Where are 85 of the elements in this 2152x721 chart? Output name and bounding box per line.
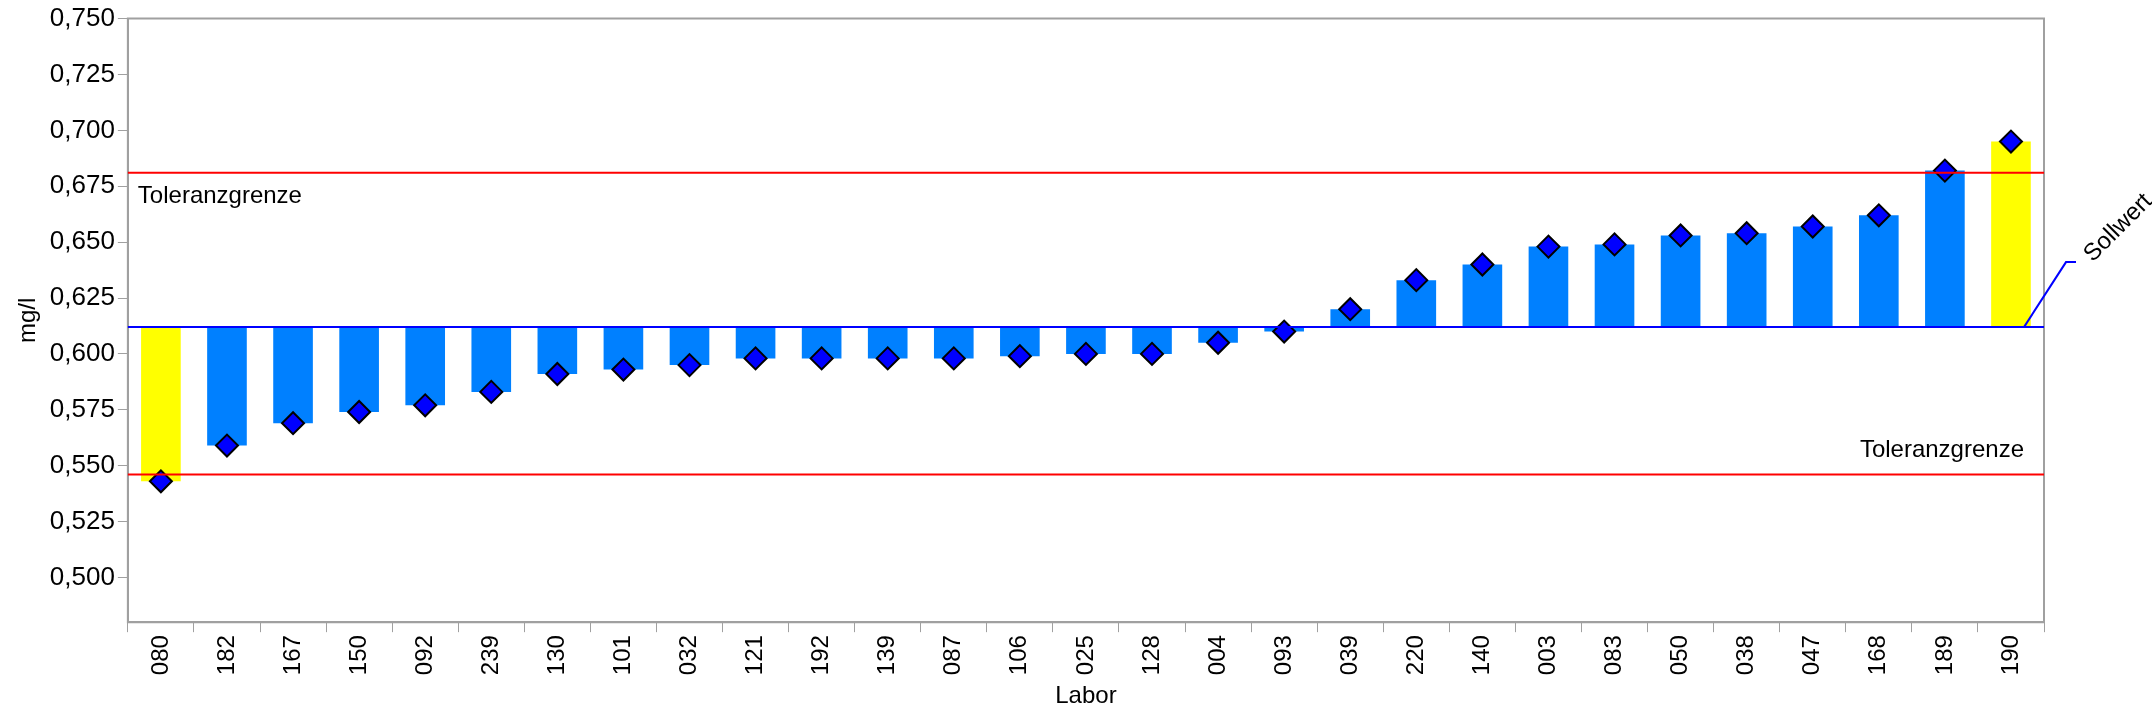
point: [1206, 330, 1231, 355]
point: [148, 469, 173, 494]
bar: [1858, 215, 1899, 328]
x-tick-label: 080: [145, 635, 173, 676]
ref-line-label: Toleranzgrenze: [1859, 435, 2024, 463]
point: [1338, 297, 1363, 322]
y-tick-label: 0,700: [49, 113, 115, 144]
point: [611, 357, 636, 382]
y-tick-label: 0,675: [49, 169, 115, 200]
point: [281, 411, 306, 436]
x-tick-label: 121: [740, 635, 768, 676]
x-tick-label: 093: [1268, 635, 1296, 676]
y-tick-label: 0,600: [49, 337, 115, 368]
point: [809, 346, 834, 371]
x-tick-label: 004: [1202, 635, 1230, 676]
x-tick-label: 047: [1797, 635, 1825, 676]
point: [1998, 129, 2023, 154]
x-tick-label: 140: [1467, 635, 1494, 676]
ref-line-label: Toleranzgrenze: [137, 181, 302, 209]
point: [347, 400, 372, 425]
y-tick-label: 0,550: [49, 448, 115, 479]
x-tick-label: 189: [1929, 635, 1957, 676]
point: [743, 346, 768, 371]
y-tick-label: 0,650: [49, 225, 115, 256]
bar: [141, 327, 181, 482]
x-tick-label: 087: [938, 635, 966, 676]
x-tick-label: 167: [277, 635, 305, 676]
point: [214, 433, 239, 458]
x-tick-label: 168: [1863, 635, 1891, 676]
x-tick-label: 106: [1004, 635, 1032, 676]
point: [479, 379, 504, 404]
x-tick-label: 039: [1334, 635, 1362, 676]
point: [1668, 223, 1693, 248]
point: [1404, 268, 1429, 293]
y-axis-title: mg/l: [13, 297, 41, 344]
point: [1272, 319, 1297, 344]
point: [677, 353, 702, 378]
bar: [339, 327, 379, 413]
bar: [1925, 170, 1965, 328]
y-tick-label: 0,725: [49, 57, 115, 88]
point: [1536, 234, 1561, 259]
bar: [1660, 235, 1701, 328]
point: [1734, 221, 1759, 246]
x-tick-label: 050: [1665, 635, 1693, 676]
point: [1800, 214, 1825, 239]
x-tick-label: 130: [541, 635, 569, 676]
point: [1866, 203, 1891, 228]
x-tick-label: 150: [343, 635, 371, 676]
y-tick-label: 0,750: [49, 1, 115, 32]
x-tick-label: 038: [1731, 635, 1759, 676]
x-tick-label: 128: [1136, 635, 1164, 676]
x-axis-title: Labor: [1055, 681, 1117, 709]
bar: [471, 327, 512, 392]
x-tick-label: 192: [806, 635, 834, 676]
x-tick-label: 101: [608, 635, 636, 676]
bar: [273, 327, 313, 424]
point: [941, 346, 966, 371]
y-tick-label: 0,575: [49, 392, 115, 423]
x-tick-label: 083: [1599, 635, 1627, 676]
x-tick-label: 190: [1995, 635, 2023, 676]
bar: [1594, 244, 1635, 328]
bar: [1792, 226, 1833, 328]
bar: [405, 327, 446, 406]
point: [1470, 252, 1495, 277]
bar: [1528, 246, 1569, 328]
y-tick-label: 0,525: [49, 504, 115, 535]
x-tick-label: 220: [1400, 635, 1428, 676]
y-tick-label: 0,625: [49, 281, 115, 312]
point: [1602, 232, 1627, 257]
x-tick-label: 239: [475, 635, 503, 676]
x-tick-label: 092: [409, 635, 437, 676]
y-tick-label: 0,500: [49, 560, 115, 591]
point: [413, 393, 438, 418]
point: [875, 346, 900, 371]
x-tick-label: 182: [211, 635, 239, 676]
bar: [1726, 233, 1767, 328]
bar: [207, 327, 247, 446]
bar: [1991, 141, 2031, 328]
x-tick-label: 139: [872, 635, 900, 676]
x-tick-label: 025: [1070, 635, 1098, 676]
x-tick-label: 003: [1533, 635, 1561, 676]
point: [1007, 344, 1032, 369]
x-tick-label: 032: [674, 635, 702, 676]
point: [545, 362, 570, 387]
bar: [1462, 264, 1503, 328]
